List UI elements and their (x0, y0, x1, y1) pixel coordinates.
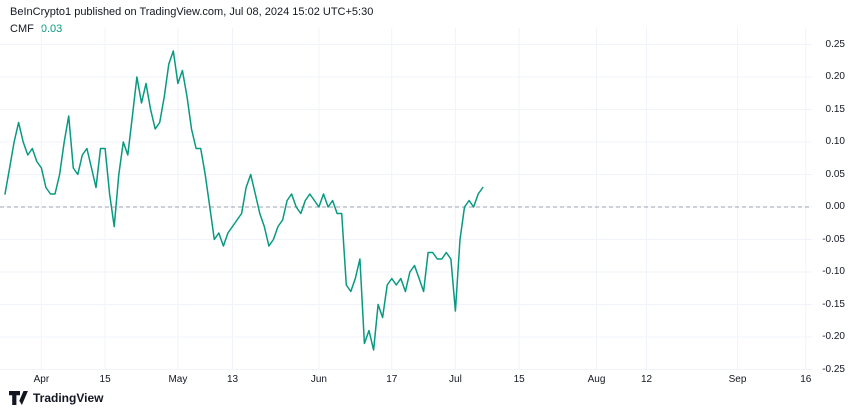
x-axis-label: 15 (513, 374, 525, 385)
tradingview-logo-text: TradingView (33, 391, 104, 405)
x-axis-label: 17 (386, 374, 398, 385)
indicator-legend[interactable]: CMF 0.03 (10, 23, 62, 35)
y-axis-label: -0.10 (822, 266, 845, 277)
y-axis-label: 0.05 (825, 168, 845, 180)
tradingview-logo-icon (9, 391, 28, 405)
x-axis-label: Aug (587, 374, 606, 385)
x-axis-label: 12 (640, 374, 653, 385)
cmf-line (4, 50, 484, 351)
y-axis-label: -0.20 (822, 331, 845, 342)
x-axis-label: 13 (226, 374, 239, 385)
y-axis-label: 0.25 (825, 38, 845, 50)
y-axis-label: -0.05 (822, 233, 845, 245)
x-axis-label: 15 (99, 374, 111, 385)
x-axis-label: 16 (800, 374, 812, 385)
y-axis-label: 0.10 (825, 136, 845, 147)
x-axis-label: Jul (449, 374, 462, 385)
attribution-text: BeInCrypto1 published on TradingView.com… (10, 6, 374, 18)
y-axis-label: 0.15 (825, 103, 845, 115)
y-axis-label: -0.25 (822, 363, 845, 375)
y-axis-label: -0.15 (822, 298, 845, 310)
x-axis-label: Apr (33, 374, 50, 385)
y-axis-label: 0.00 (825, 201, 845, 212)
tradingview-logo[interactable]: TradingView (9, 391, 103, 405)
indicator-name: CMF (10, 23, 34, 35)
x-axis-label: Jun (310, 374, 327, 385)
y-axis-label: 0.20 (825, 71, 845, 82)
x-axis-label: May (168, 374, 188, 385)
indicator-value: 0.03 (40, 23, 63, 35)
x-axis[interactable]: Apr 15 May 13 Jun 17 Jul 15 Aug 12 Sep 16 (0, 372, 812, 388)
y-axis[interactable]: 0.25 0.20 0.15 0.10 0.05 0.00 -0.05 -0.10 -0.15 -… (812, 0, 850, 375)
x-axis-label: Sep (728, 374, 747, 385)
